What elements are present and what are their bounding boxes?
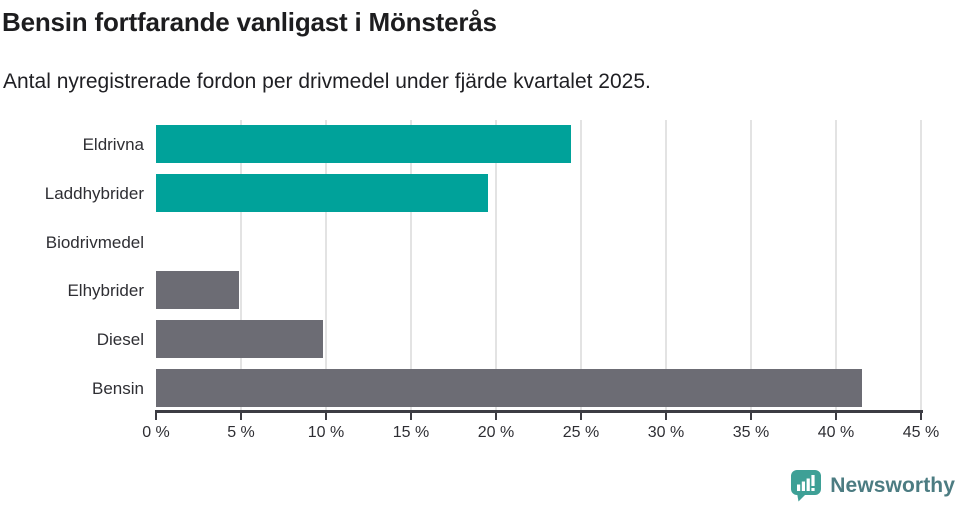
gridline xyxy=(410,120,412,411)
chart-subtitle: Antal nyregistrerade fordon per drivmede… xyxy=(3,70,651,93)
x-axis-tick xyxy=(410,413,412,420)
x-axis-tick-label: 30 % xyxy=(647,424,685,441)
bar-laddhybrider xyxy=(156,174,488,212)
x-axis-tick xyxy=(835,413,837,420)
x-axis-tick-label: 25 % xyxy=(562,424,600,441)
x-axis-tick-label: 20 % xyxy=(477,424,515,441)
x-axis-tick xyxy=(750,413,752,420)
x-axis-tick-label: 40 % xyxy=(817,424,855,441)
category-label-eldrivna: Eldrivna xyxy=(82,135,144,155)
x-axis-tick xyxy=(240,413,242,420)
x-axis-tick-label: 10 % xyxy=(307,424,345,441)
gridline xyxy=(665,120,667,411)
gridline xyxy=(835,120,837,411)
x-axis-tick xyxy=(920,413,922,420)
x-axis-line xyxy=(155,410,923,413)
x-axis-tick-label: 5 % xyxy=(227,424,255,441)
gridline xyxy=(920,120,922,411)
bar-bensin xyxy=(156,368,862,407)
category-label-bensin: Bensin xyxy=(92,378,144,398)
x-axis-tick xyxy=(495,413,497,420)
newsworthy-bar-chart-icon xyxy=(791,470,822,502)
bar-elhybrider xyxy=(156,271,240,310)
x-axis-tick xyxy=(665,413,667,420)
category-label-biodrivmedel: Biodrivmedel xyxy=(45,232,144,252)
x-axis-tick xyxy=(325,413,327,420)
category-label-laddhybrider: Laddhybrider xyxy=(44,184,144,203)
x-axis-tick-label: 45 % xyxy=(902,424,940,441)
bar-eldrivna xyxy=(156,125,571,164)
gridline xyxy=(325,120,327,411)
gridline xyxy=(580,120,582,411)
x-axis-tick-label: 0 % xyxy=(142,424,170,441)
gridline xyxy=(240,120,242,411)
x-axis-tick xyxy=(580,413,582,420)
gridline xyxy=(750,120,752,411)
x-axis-tick-label: 15 % xyxy=(392,424,430,441)
x-axis-tick-label: 35 % xyxy=(732,424,770,441)
category-label-elhybrider: Elhybrider xyxy=(67,281,144,301)
bar-diesel xyxy=(156,320,323,358)
category-label-diesel: Diesel xyxy=(96,330,144,349)
newsworthy-logo: Newsworthy xyxy=(789,469,955,502)
chart-title: Bensin fortfarande vanligast i Mönsterås xyxy=(2,7,497,37)
newsworthy-logo-text: Newsworthy xyxy=(830,473,955,497)
gridline xyxy=(495,120,497,411)
x-axis-tick xyxy=(155,413,157,420)
